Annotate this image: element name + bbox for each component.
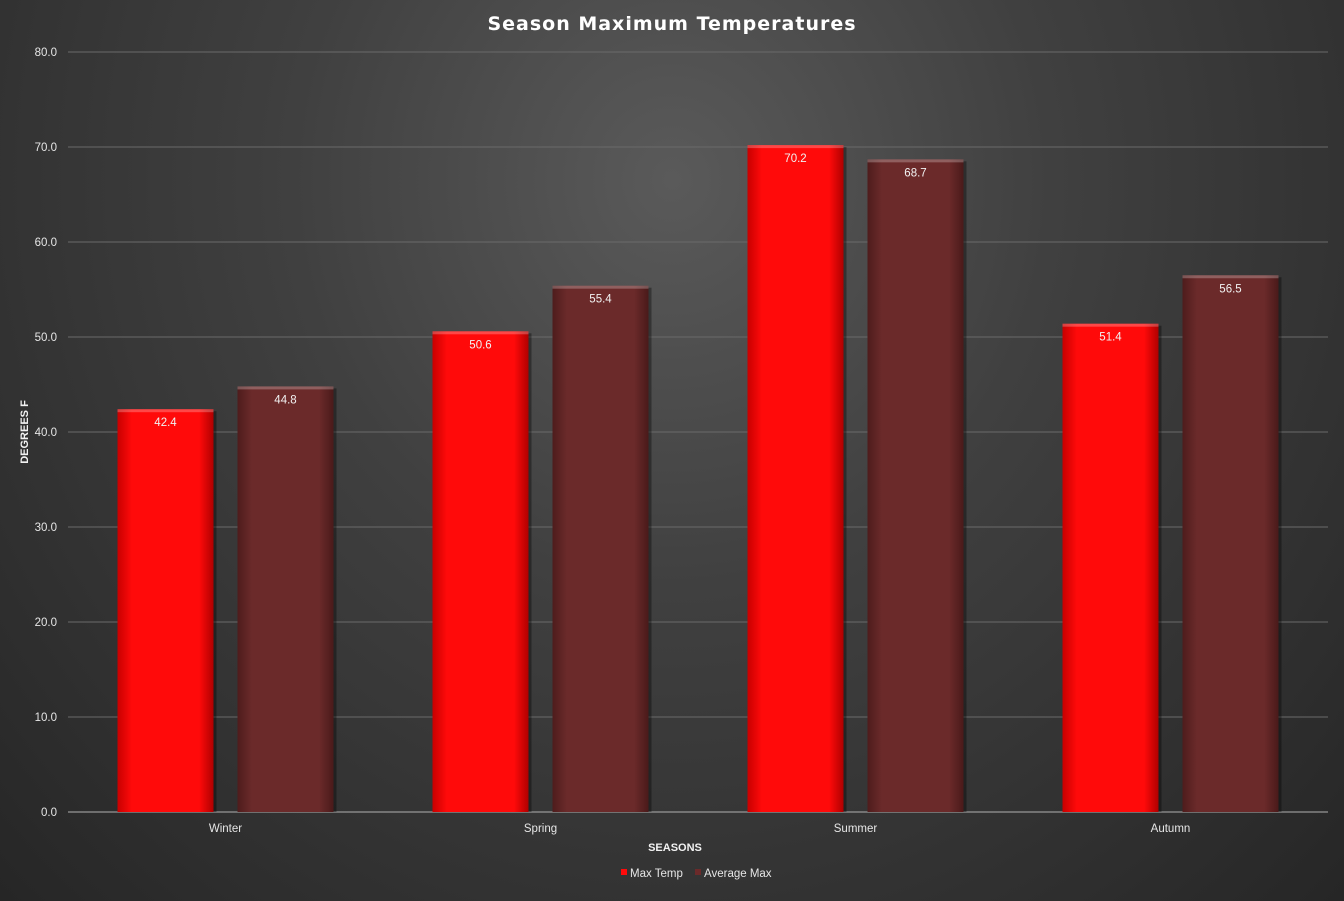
data-label: 68.7 (904, 167, 926, 179)
bar-max-temp (747, 145, 844, 813)
x-tick-label: Summer (834, 823, 878, 835)
x-axis-ticks: Winter Spring Summer Autumn (209, 823, 1190, 835)
bar-highlight (1062, 323, 1159, 327)
y-axis-title: DEGREES F (19, 400, 31, 464)
data-label: 44.8 (274, 394, 296, 406)
legend-swatch (621, 869, 627, 875)
bar-average-max (552, 285, 649, 812)
bar-average-max (1182, 275, 1279, 812)
bar-max-temp (432, 331, 529, 812)
y-tick-label: 0.0 (41, 807, 57, 819)
legend-label: Average Max (704, 868, 772, 880)
y-tick-label: 20.0 (35, 617, 57, 629)
y-tick-label: 70.0 (35, 142, 57, 154)
data-label: 51.4 (1099, 332, 1122, 344)
data-label: 50.6 (469, 339, 491, 351)
legend: Max Temp Average Max (621, 868, 772, 880)
data-label: 70.2 (784, 153, 806, 165)
data-label: 56.5 (1219, 283, 1241, 295)
x-tick-label: Winter (209, 823, 242, 835)
bar-average-max (867, 159, 964, 813)
x-tick-label: Autumn (1151, 823, 1191, 835)
bar-highlight (747, 145, 844, 149)
data-label: 42.4 (154, 417, 177, 429)
legend-label: Max Temp (630, 868, 683, 880)
y-tick-label: 80.0 (35, 47, 57, 59)
y-tick-label: 10.0 (35, 712, 57, 724)
x-tick-label: Spring (524, 823, 557, 835)
y-tick-label: 60.0 (35, 237, 57, 249)
y-tick-label: 50.0 (35, 332, 57, 344)
y-axis-ticks: 0.0 10.0 20.0 30.0 40.0 50.0 60.0 70.0 80.0 (35, 47, 57, 819)
y-tick-label: 30.0 (35, 522, 57, 534)
bar-highlight (867, 159, 964, 163)
bar-highlight (237, 386, 334, 390)
chart-title: Season Maximum Temperatures (487, 13, 856, 35)
bar-highlight (552, 285, 649, 289)
data-labels: 42.4 44.8 50.6 55.4 70.2 68.7 51.4 56.5 (154, 153, 1241, 429)
data-label: 55.4 (589, 294, 612, 306)
bar-max-temp (1062, 323, 1159, 812)
bar-highlight (117, 409, 214, 413)
bar-max-temp (117, 409, 214, 812)
legend-swatch (695, 869, 701, 875)
bar-highlight (432, 331, 529, 335)
bar-average-max (237, 386, 334, 812)
bar-highlight (1182, 275, 1279, 279)
x-axis-title: SEASONS (648, 842, 702, 854)
bars (117, 145, 1282, 813)
y-tick-label: 40.0 (35, 427, 57, 439)
